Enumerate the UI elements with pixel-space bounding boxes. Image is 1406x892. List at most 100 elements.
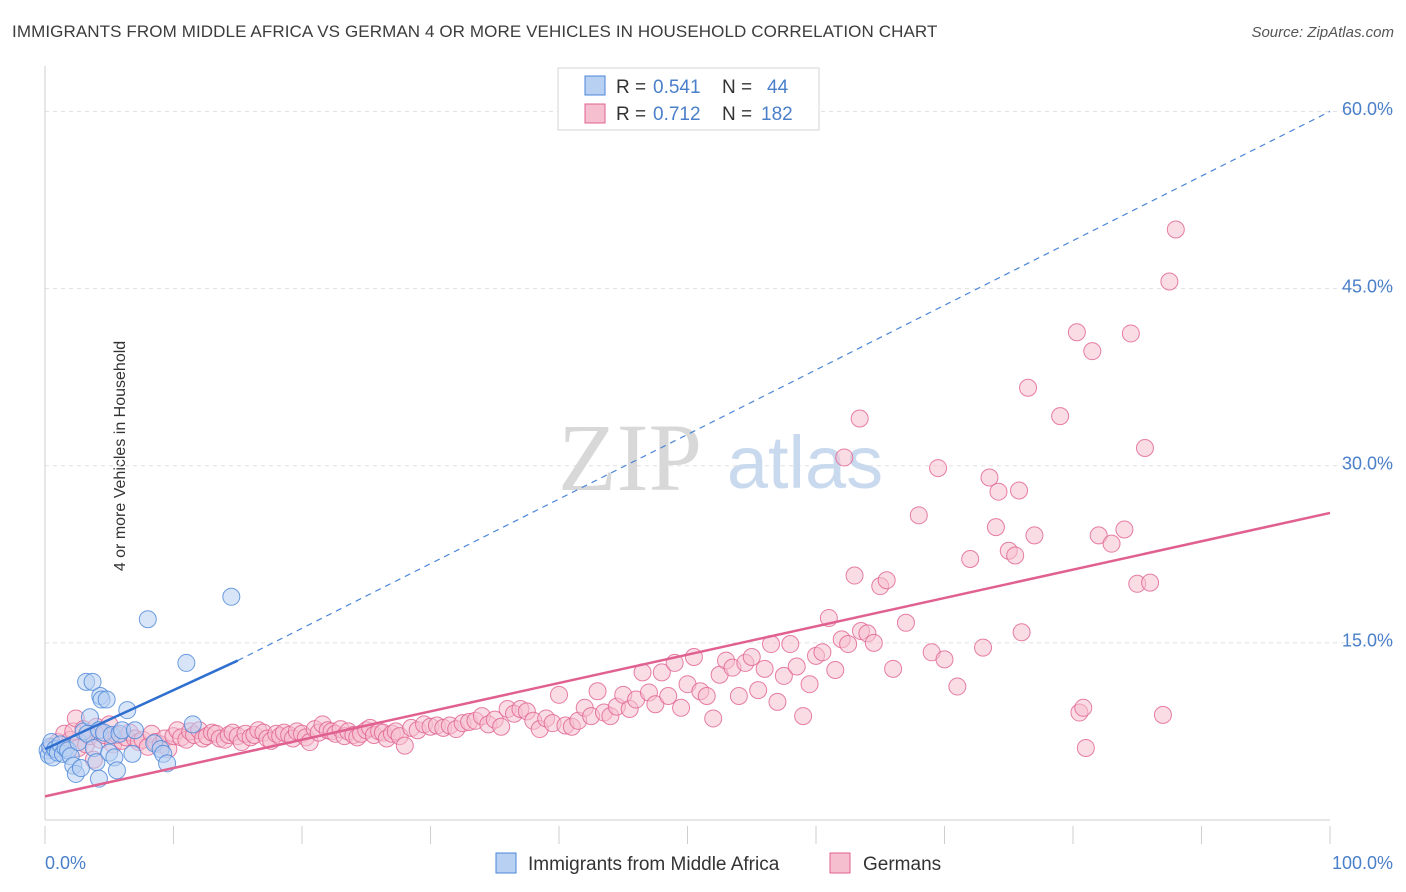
watermark-zip: ZIP: [558, 404, 702, 511]
y-tick-label-45: 45.0%: [1342, 276, 1393, 296]
middle-africa-point-19: [80, 708, 99, 727]
germans-point-137: [742, 648, 761, 667]
germans-point-165: [961, 550, 980, 569]
germans-point-83: [395, 736, 414, 755]
germans-point-142: [774, 666, 793, 685]
germans-point-183: [1019, 378, 1038, 397]
germans-point-126: [672, 698, 691, 717]
germans-point-167: [986, 518, 1005, 537]
germans-point-158: [877, 571, 896, 590]
germans-trend-line: [44, 511, 1331, 798]
germans-point-144: [787, 657, 806, 676]
middle-africa-point-31: [107, 761, 126, 780]
germans-point-166: [974, 638, 993, 657]
germans-point-186: [1083, 342, 1102, 361]
series-legend: Immigrants from Middle Africa Germans: [495, 852, 941, 875]
y-tick-label-60: 60.0%: [1342, 99, 1393, 119]
germans-point-164: [948, 677, 967, 696]
germans-point-173: [1074, 698, 1093, 717]
legend-swatch-blue: [584, 75, 606, 96]
x-tick-label-max: 100.0%: [1332, 853, 1393, 873]
germans-point-148: [813, 643, 832, 662]
legend: R = 0.541 N = 44 R = 0.712 N = 182: [557, 67, 820, 131]
germans-point-185: [1067, 323, 1086, 342]
germans-point-184: [1051, 407, 1070, 426]
series-legend-swatch-blue: [495, 852, 517, 874]
legend-n-label-pink: N =: [722, 104, 752, 125]
y-tick-label-30: 30.0%: [1342, 453, 1393, 473]
middle-africa-point-36: [125, 721, 144, 740]
germans-point-179: [1141, 573, 1160, 592]
germans-point-156: [864, 633, 883, 652]
legend-n-value-pink: 182: [761, 104, 793, 125]
legend-r-label-blue: R =: [616, 77, 646, 98]
germans-point-130: [697, 687, 716, 705]
germans-point-138: [749, 681, 768, 700]
germans-point-190: [835, 448, 854, 467]
legend-n-label-blue: N =: [722, 77, 752, 98]
germans-point-174: [1076, 738, 1095, 757]
germans-point-146: [800, 675, 819, 694]
middle-africa-point-35: [123, 744, 142, 763]
middle-africa-point-44: [222, 587, 241, 606]
series-legend-swatch-pink: [829, 852, 851, 874]
middle-africa-point-27: [97, 690, 116, 709]
germans-point-139: [755, 659, 774, 678]
germans-point-188: [1160, 272, 1179, 291]
germans-point-145: [794, 707, 813, 726]
germans-point-194: [1010, 481, 1029, 500]
germans-point-152: [839, 635, 858, 654]
germans-point-176: [1102, 534, 1121, 553]
series-legend-label-blue: Immigrants from Middle Africa: [528, 854, 780, 875]
axes: [44, 66, 1331, 844]
germans-point-153: [845, 566, 864, 585]
series-legend-label-pink: Germans: [863, 854, 941, 875]
germans-point-192: [1135, 439, 1154, 457]
germans-point-160: [896, 613, 915, 632]
trend-lines: [44, 110, 1331, 798]
germans-point-182: [980, 468, 999, 487]
germans-point-131: [704, 709, 723, 728]
germans-point-159: [884, 659, 903, 678]
germans-point-191: [850, 409, 869, 428]
germans-point-113: [588, 682, 607, 701]
legend-r-label-pink: R =: [616, 104, 646, 125]
middle-africa-point-20: [83, 672, 102, 691]
legend-r-value-blue: 0.541: [653, 77, 701, 98]
middle-africa-point-37: [138, 610, 157, 629]
germans-point-141: [768, 692, 787, 711]
germans-point-123: [652, 663, 671, 682]
source-credit: Source: ZipAtlas.com: [1251, 24, 1394, 41]
germans-point-170: [1012, 623, 1031, 642]
germans-point-143: [781, 635, 800, 654]
germans-point-180: [1153, 705, 1172, 724]
middle-africa-trend-extension: [237, 110, 1331, 662]
middle-africa-point-15: [71, 759, 90, 778]
gridlines: [45, 110, 1392, 644]
legend-r-value-pink: 0.712: [653, 104, 701, 125]
germans-point-177: [1115, 520, 1134, 539]
watermark-atlas: atlas: [727, 421, 883, 504]
middle-africa-point-43: [183, 715, 202, 734]
germans-point-171: [1025, 526, 1044, 545]
germans-point-122: [646, 695, 665, 714]
germans-point-175: [1089, 526, 1108, 545]
y-tick-label-15: 15.0%: [1342, 631, 1393, 651]
germans-point-161: [909, 506, 928, 525]
germans-point-187: [1121, 324, 1140, 343]
germans-point-98: [492, 717, 511, 736]
tick-labels: 15.0% 30.0% 45.0% 60.0% 0.0% 100.0%: [45, 99, 1393, 873]
germans-point-107: [550, 685, 568, 704]
middle-africa-points: [38, 587, 241, 788]
germans-point-150: [826, 661, 845, 680]
x-tick-label-min: 0.0%: [45, 853, 86, 873]
germans-point-169: [1006, 546, 1025, 565]
middle-africa-point-42: [177, 653, 196, 672]
legend-n-value-blue: 44: [767, 77, 789, 98]
legend-swatch-pink: [584, 103, 606, 124]
germans-point-124: [659, 687, 678, 705]
middle-africa-trend-line: [44, 659, 239, 751]
germans-point-181: [929, 459, 948, 478]
germans-point-193: [989, 482, 1008, 501]
